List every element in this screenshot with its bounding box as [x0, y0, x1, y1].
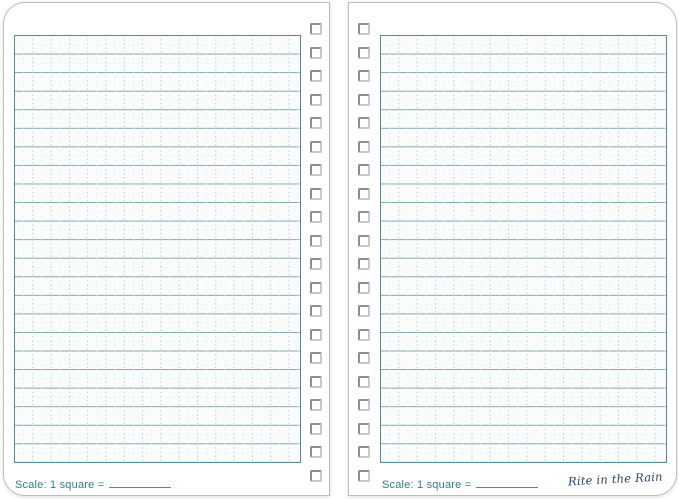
binding-hole-icon — [310, 140, 322, 153]
grid-paper — [380, 35, 667, 463]
binding-hole-icon — [358, 399, 370, 412]
binding-hole-icon — [310, 446, 322, 459]
binding-hole-icon — [310, 164, 322, 177]
binding-hole-icon — [358, 281, 370, 294]
scale-caption: Scale: 1 square = — [15, 476, 172, 491]
binding-hole-icon — [358, 422, 370, 435]
binding-holes-column — [310, 23, 323, 482]
binding-hole-icon — [310, 375, 322, 388]
binding-hole-icon — [358, 93, 370, 106]
scale-caption: Scale: 1 square = — [382, 476, 539, 491]
binding-hole-icon — [358, 469, 370, 482]
binding-hole-icon — [310, 469, 322, 482]
binding-hole-icon — [310, 305, 322, 318]
binding-hole-icon — [310, 117, 322, 130]
binding-hole-icon — [358, 164, 370, 177]
binding-hole-icon — [358, 305, 370, 318]
binding-hole-icon — [358, 352, 370, 365]
binding-hole-icon — [310, 46, 322, 59]
binding-hole-icon — [358, 117, 370, 130]
binding-hole-icon — [358, 187, 370, 200]
binding-hole-icon — [358, 140, 370, 153]
grid-paper — [14, 35, 301, 463]
scale-label: Scale: 1 square = — [15, 479, 105, 491]
binding-hole-icon — [310, 399, 322, 412]
grid-pattern-svg — [380, 35, 667, 463]
binding-hole-icon — [310, 258, 322, 271]
binding-hole-icon — [310, 211, 322, 224]
binding-hole-icon — [310, 422, 322, 435]
binding-hole-icon — [358, 375, 370, 388]
scale-label: Scale: 1 square = — [382, 479, 472, 491]
notebook-page-left: Scale: 1 square = — [3, 2, 330, 496]
binding-hole-icon — [310, 352, 322, 365]
binding-hole-icon — [310, 234, 322, 247]
binding-hole-icon — [310, 70, 322, 83]
binding-hole-icon — [310, 187, 322, 200]
scale-blank-line — [109, 476, 172, 488]
binding-hole-icon — [310, 23, 322, 35]
binding-hole-icon — [358, 328, 370, 341]
binding-hole-icon — [310, 281, 322, 294]
scale-blank-line — [476, 476, 539, 488]
grid-pattern-svg — [14, 35, 301, 463]
binding-hole-icon — [358, 46, 370, 59]
binding-hole-icon — [310, 328, 322, 341]
binding-hole-icon — [358, 23, 370, 35]
binding-hole-icon — [358, 258, 370, 271]
binding-hole-icon — [310, 93, 322, 106]
binding-hole-icon — [358, 211, 370, 224]
binding-holes-column — [358, 23, 371, 482]
binding-hole-icon — [358, 234, 370, 247]
binding-hole-icon — [358, 446, 370, 459]
notebook-page-right: Scale: 1 square = Rite in the Rain — [348, 2, 677, 496]
rite-in-the-rain-signature: Rite in the Rain — [567, 469, 664, 489]
binding-hole-icon — [358, 70, 370, 83]
